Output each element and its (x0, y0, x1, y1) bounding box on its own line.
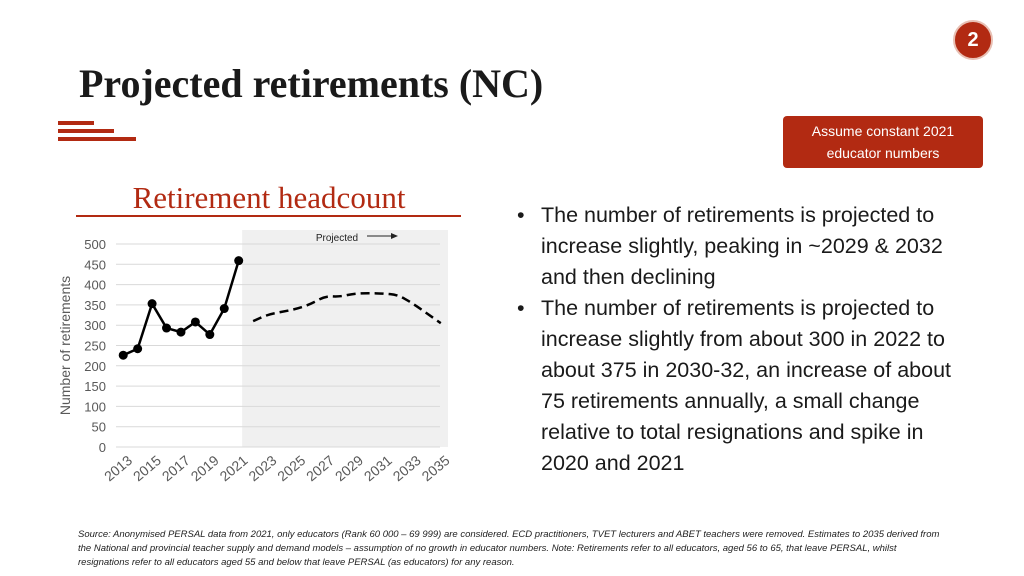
key-findings-list: • The number of retirements is projected … (515, 200, 955, 479)
x-tick-label: 2029 (332, 452, 366, 484)
y-tick-label: 400 (84, 278, 106, 293)
historical-data-point (234, 256, 244, 266)
finding-item-1: • The number of retirements is projected … (517, 203, 943, 289)
page-title: Projected retirements (NC) (79, 61, 544, 106)
chart-heading-rule (76, 215, 461, 217)
historical-data-point (190, 317, 200, 327)
historical-data-point (133, 344, 143, 354)
projected-region-band (242, 230, 448, 447)
historical-data-point (219, 304, 229, 314)
title-accent-bar-1 (58, 121, 94, 125)
finding-text-2: The number of retirements is projected t… (541, 296, 952, 475)
historical-data-point (205, 330, 215, 340)
x-tick-label: 2023 (245, 452, 279, 484)
y-tick-label: 300 (84, 318, 106, 333)
projected-label: Projected (316, 233, 358, 244)
historical-data-point (162, 323, 172, 333)
projected-series-line (252, 291, 442, 325)
retirement-line-chart: 0 50 100 150 200 250 300 350 400 450 500 Number of … (57, 230, 453, 484)
y-tick-label: 0 (99, 440, 106, 455)
x-tick-label: 2035 (419, 452, 453, 484)
projected-arrow-head (391, 233, 398, 239)
historical-data-point (147, 299, 157, 309)
x-tick-label: 2027 (303, 452, 337, 484)
assumption-callout: Assume constant 2021 educator numbers (783, 116, 983, 168)
x-tick-label: 2021 (216, 452, 250, 484)
x-tick-label: 2025 (274, 452, 308, 484)
finding-item-2: • The number of retirements is projected … (517, 296, 952, 475)
y-tick-label: 200 (84, 359, 106, 374)
y-tick-label: 350 (84, 298, 106, 313)
y-axis-title: Number of retirements (57, 276, 73, 415)
y-tick-label: 450 (84, 257, 106, 272)
x-tick-label: 2033 (390, 452, 424, 484)
x-tick-label: 2013 (101, 452, 135, 484)
y-tick-label: 100 (84, 399, 106, 414)
historical-data-point (118, 350, 128, 360)
assumption-line-2: educator numbers (826, 145, 940, 161)
x-tick-label: 2017 (159, 452, 193, 484)
y-tick-label: 250 (84, 339, 106, 354)
x-tick-label: 2031 (361, 452, 395, 484)
title-accent-bar-3 (58, 137, 136, 141)
historical-data-point (176, 327, 186, 337)
chart-heading: Retirement headcount (132, 180, 406, 215)
x-tick-label: 2019 (188, 452, 222, 484)
x-tick-label: 2015 (130, 452, 164, 484)
y-tick-label: 150 (84, 379, 106, 394)
page-number: 2 (967, 28, 979, 51)
y-tick-label: 500 (84, 237, 106, 252)
source-note: Source: Anonymised PERSAL data from 2021… (78, 529, 940, 568)
title-accent-bar-2 (58, 129, 114, 133)
finding-text-1: The number of retirements is projected t… (541, 203, 943, 289)
assumption-line-1: Assume constant 2021 (811, 123, 955, 139)
y-tick-label: 50 (92, 420, 106, 435)
page-number-badge: 2 (953, 20, 993, 60)
